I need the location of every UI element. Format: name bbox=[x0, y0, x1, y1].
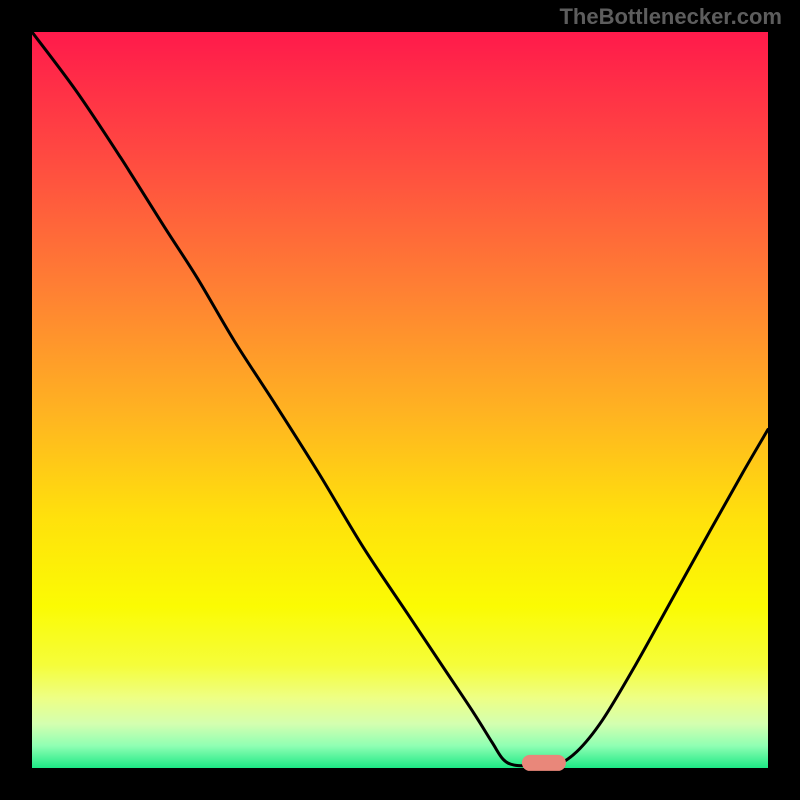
bottleneck-curve bbox=[32, 32, 768, 767]
chart-frame: TheBottlenecker.com bbox=[0, 0, 800, 800]
optimal-point-marker bbox=[521, 755, 565, 771]
plot-area bbox=[32, 32, 768, 768]
curve-layer bbox=[32, 32, 768, 768]
watermark-label: TheBottlenecker.com bbox=[559, 4, 782, 30]
